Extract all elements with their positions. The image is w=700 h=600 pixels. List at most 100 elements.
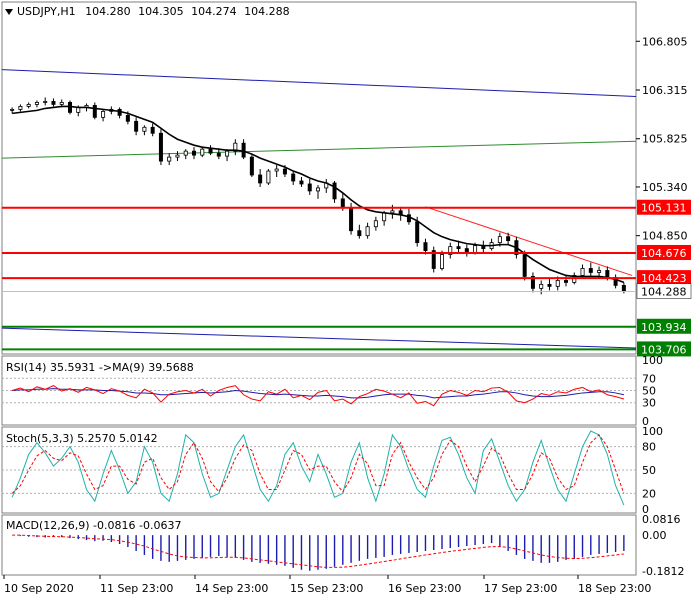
- main-chart-layer: [1, 69, 637, 349]
- price-axis-label: 106.315: [642, 84, 688, 97]
- channel-line: [1, 140, 637, 159]
- candle-body: [365, 226, 370, 237]
- candle-body: [415, 221, 420, 244]
- candle-body: [340, 198, 345, 209]
- time-axis-label: 11 Sep 23:00: [100, 582, 173, 595]
- axis-layer: 106.805 106.315 105.825 105.340 104.850 10 Se…: [3, 35, 688, 595]
- rsi-axis-label: 100: [642, 354, 663, 367]
- rsi-axis-label: 70: [642, 372, 656, 385]
- stochastic-title: Stoch(5,3,3) 5.2570 5.0142: [6, 432, 158, 445]
- moving-average-line: [12, 105, 625, 284]
- macd-pane[interactable]: [1, 514, 637, 576]
- time-axis-label: 16 Sep 23:00: [388, 582, 461, 595]
- time-axis-label: 14 Sep 23:00: [195, 582, 268, 595]
- candle-body: [291, 173, 296, 182]
- price-level-label: 105.131: [641, 202, 687, 215]
- candle-body: [588, 268, 593, 273]
- ohlc-open: 104.280: [85, 5, 131, 18]
- candle-body: [390, 210, 395, 214]
- ohlc-high: 104.305: [138, 5, 184, 18]
- candle-body: [597, 270, 602, 273]
- candle-body: [150, 126, 155, 134]
- candle-body: [473, 245, 478, 253]
- candle-body: [315, 187, 320, 192]
- price-axis-label: 106.805: [642, 35, 688, 48]
- price-level-label: 104.423: [641, 272, 687, 285]
- stochastic-d-line: [11, 434, 625, 494]
- svg-text:USDJPY,H1 104.280: USDJPY,H1 104.280 104.305 104.274 104.28…: [17, 5, 290, 18]
- time-axis-label: 17 Sep 23:00: [484, 582, 557, 595]
- candle-body: [357, 230, 362, 237]
- candle-body: [68, 102, 73, 113]
- candle-body: [34, 102, 39, 105]
- stochastic-layer: 100 80 50 20 0: [2, 425, 663, 516]
- stochastic-axis-label: 20: [642, 487, 656, 500]
- candle-body: [547, 283, 552, 287]
- time-axis-label: 15 Sep 23:00: [290, 582, 363, 595]
- macd-axis-label: 0.00: [642, 529, 667, 542]
- main-price-pane[interactable]: [1, 1, 637, 355]
- candle-body: [580, 268, 585, 276]
- rsi-ma-line: [12, 388, 624, 399]
- stochastic-axis-label: 50: [642, 464, 656, 477]
- candle-body: [208, 148, 213, 154]
- price-level-tag: [637, 199, 691, 215]
- candle-body: [266, 170, 271, 184]
- candle-body: [555, 280, 560, 287]
- price-level-tag: [637, 318, 691, 334]
- stochastic-axis-label: 0: [642, 503, 649, 516]
- macd-axis-label: -0.1812: [642, 565, 684, 578]
- instrument-symbol: USDJPY,H1: [17, 5, 76, 18]
- candle-body: [134, 120, 139, 132]
- candle-body: [448, 246, 453, 255]
- stochastic-axis-label: 80: [642, 441, 656, 454]
- candle-body: [439, 254, 444, 269]
- candle-body: [92, 105, 97, 118]
- rsi-axis-label: 0: [642, 415, 649, 428]
- ohlc-low: 104.274: [191, 5, 237, 18]
- candle-body: [125, 114, 130, 122]
- candle-body: [423, 242, 428, 251]
- candle-body: [142, 126, 147, 132]
- candle-body: [307, 183, 312, 192]
- candle-body: [456, 246, 461, 249]
- candle-body: [332, 182, 337, 200]
- collapse-triangle-icon[interactable]: [5, 9, 13, 15]
- price-level-label: 103.706: [641, 343, 687, 356]
- macd-axis-label: 0.0816: [642, 513, 681, 526]
- candle-body: [10, 108, 15, 111]
- candle-body: [282, 168, 287, 175]
- price-axis-label: 104.850: [642, 230, 688, 243]
- price-level-tag: [637, 244, 691, 260]
- candle-body: [564, 280, 569, 283]
- candle-body: [621, 284, 626, 292]
- rsi-axis-label: 30: [642, 397, 656, 410]
- candle-body: [258, 174, 263, 184]
- candle-body: [373, 220, 378, 228]
- price-level-label: 104.676: [641, 247, 687, 260]
- rsi-title: RSI(14) 35.5931 ->MA(9) 39.5688: [6, 361, 194, 374]
- candle-body: [349, 207, 354, 232]
- macd-layer: 0.0816 0.00 -0.1812: [12, 513, 684, 578]
- candle-body: [382, 212, 387, 222]
- candle-body: [241, 142, 246, 158]
- rsi-axis-label: 50: [642, 385, 656, 398]
- candle-body: [605, 270, 610, 278]
- price-axis-label: 105.825: [642, 133, 688, 146]
- candle-body: [183, 150, 188, 156]
- candle-body: [249, 156, 254, 176]
- channel-line: [1, 69, 637, 97]
- instrument-header: USDJPY,H1 104.280 104.305 104.274 104.28…: [5, 5, 290, 18]
- candle-body: [43, 101, 48, 103]
- current-price-label: 104.288: [641, 286, 687, 299]
- candle-body: [216, 152, 221, 157]
- candle-body: [431, 250, 436, 269]
- candle-body: [233, 142, 238, 152]
- price-level-tag: [637, 341, 691, 357]
- stochastic-axis-label: 100: [642, 425, 663, 438]
- rsi-line: [11, 385, 625, 407]
- current-price-tag: [636, 283, 692, 299]
- candle-body: [530, 276, 535, 289]
